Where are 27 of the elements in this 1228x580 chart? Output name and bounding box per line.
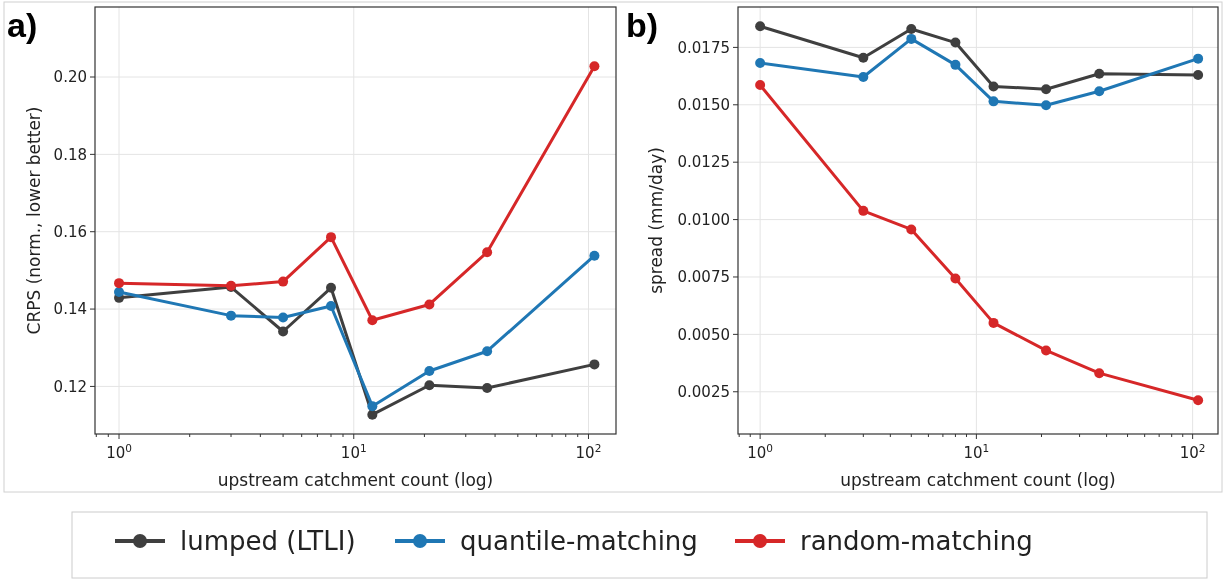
x-tick-label: 10$^{1}$ (340, 442, 367, 462)
x-tick-label: 10$^{0}$ (106, 442, 132, 462)
legend-label: lumped (LTLI) (180, 526, 356, 557)
y-tick-label: 0.0175 (677, 38, 730, 57)
y-tick-label: 0.0075 (677, 268, 730, 287)
x-tick-label: 10$^{0}$ (747, 442, 774, 462)
y-tick-label: 0.0025 (677, 383, 730, 402)
x-tick-label: 10$^{2}$ (575, 442, 602, 462)
x-tick-label: 10$^{2}$ (1179, 442, 1206, 462)
y-tick-label: 0.18 (53, 145, 87, 164)
y-tick-label: 0.0050 (677, 325, 730, 344)
y-tick-label: 0.14 (53, 300, 87, 319)
legend-label: random-matching (800, 526, 1033, 557)
legend-label: quantile-matching (460, 526, 698, 557)
y-tick-label: 0.0125 (677, 153, 730, 172)
y-tick-label: 0.20 (53, 68, 87, 87)
y-tick-label: 0.12 (53, 377, 87, 396)
y-tick-label: 0.16 (53, 222, 87, 241)
y-axis-title: spread (mm/day) (646, 147, 666, 294)
y-tick-label: 0.0100 (677, 210, 730, 229)
x-axis-title: upstream catchment count (log) (840, 470, 1116, 490)
chart-title: a) (7, 6, 38, 44)
y-axis-title: CRPS (norm., lower better) (24, 106, 44, 335)
x-axis-title: upstream catchment count (log) (217, 470, 494, 490)
chart-title: b) (626, 6, 659, 44)
y-tick-label: 0.0150 (677, 96, 730, 115)
x-tick-label: 10$^{1}$ (963, 442, 990, 462)
